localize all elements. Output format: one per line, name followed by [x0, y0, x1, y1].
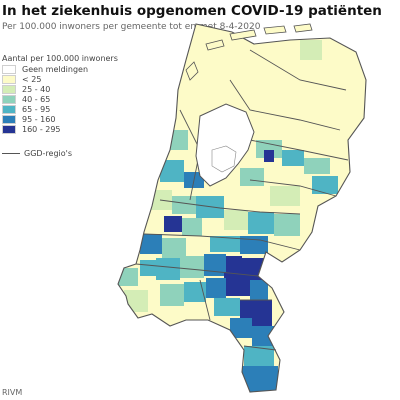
- region-hollands-midden: [146, 214, 164, 230]
- legend-label: 65 - 95: [22, 104, 51, 114]
- region-sittard: [244, 346, 274, 366]
- ggd-border-brabant-mid: [199, 279, 211, 321]
- legend-item-0: < 25: [2, 74, 118, 84]
- ijsselmeer: [195, 103, 255, 187]
- region-alphen: [164, 216, 182, 232]
- legend-swatch: [2, 124, 16, 134]
- legend-title: Aantal per 100.000 inwoners: [2, 54, 118, 63]
- island-schiermonnikoog: [293, 23, 313, 33]
- ggd-border-utrecht: [159, 199, 301, 215]
- region-weert: [230, 318, 252, 338]
- region-bergen-op-zoom: [160, 284, 184, 306]
- legend-item-3: 65 - 95: [2, 104, 118, 114]
- map-title: In het ziekenhuis opgenomen COVID-19 pat…: [2, 3, 382, 19]
- region-rotterdam: [140, 234, 162, 254]
- region-eindhoven-south: [214, 298, 240, 316]
- source-label: RIVM: [2, 388, 23, 397]
- legend-label: 25 - 40: [22, 84, 51, 94]
- legend-label: Geen meldingen: [22, 64, 89, 74]
- island-vlieland: [205, 39, 225, 51]
- legend-swatch: [2, 84, 16, 94]
- region-den-bosch: [226, 256, 242, 272]
- map-subtitle: Per 100.000 inwoners per gemeente tot en…: [2, 22, 261, 32]
- ggd-border-rivers: [143, 233, 301, 251]
- legend-swatch: [2, 64, 16, 74]
- ggd-border-ijsselland: [249, 139, 349, 161]
- markermeer: [211, 145, 237, 173]
- ggd-legend: GGD-regio's: [2, 149, 72, 158]
- region-groningen-east: [300, 40, 322, 60]
- ggd-border-limburg-south: [243, 345, 277, 351]
- region-gooi: [172, 196, 196, 214]
- ggd-border-groningen: [249, 49, 347, 91]
- region-achterhoek: [274, 214, 300, 236]
- legend-label: 95 - 160: [22, 114, 56, 124]
- region-zeeland-north: [118, 268, 138, 286]
- legend-label: < 25: [22, 74, 42, 84]
- map-regions: [118, 24, 366, 392]
- legend-item-5: 160 - 295: [2, 124, 118, 134]
- region-breda: [180, 256, 204, 278]
- region-tilburg: [204, 254, 226, 276]
- region-peel: [250, 280, 268, 300]
- region-gelderland-north: [270, 186, 300, 206]
- island-ameland: [263, 25, 287, 35]
- legend-item-2: 40 - 65: [2, 94, 118, 104]
- island-terschelling: [229, 29, 257, 41]
- region-zwolle: [264, 150, 274, 162]
- legend-item-4: 95 - 160: [2, 114, 118, 124]
- region-flevo-east: [240, 168, 264, 186]
- region-kempen: [206, 278, 226, 298]
- wadden-islands: [185, 23, 313, 81]
- legend-item-no-reports: Geen meldingen: [2, 64, 118, 74]
- ggd-legend-label: GGD-regio's: [24, 149, 73, 158]
- legend-label: 40 - 65: [22, 94, 51, 104]
- region-gouda: [182, 218, 202, 236]
- region-twente: [312, 176, 338, 194]
- region-overijssel-west: [256, 140, 282, 158]
- region-baarle: [184, 282, 206, 302]
- region-zuid-limburg: [242, 366, 278, 392]
- region-goeree: [140, 260, 158, 276]
- legend-swatch: [2, 104, 16, 114]
- legend-swatch: [2, 114, 16, 124]
- legend-label: 160 - 295: [22, 124, 61, 134]
- ggd-border-brabant-west: [135, 263, 259, 277]
- region-gelderland-west: [224, 210, 248, 230]
- legend-swatch: [2, 74, 16, 84]
- ggd-border-drenthe: [229, 79, 341, 131]
- color-legend: Aantal per 100.000 inwoners Geen melding…: [2, 54, 118, 134]
- legend-swatch: [2, 94, 16, 104]
- region-zaanstreek: [160, 160, 184, 182]
- region-overijssel-central: [282, 150, 304, 166]
- region-rivierenland: [210, 236, 240, 252]
- region-twente-north: [304, 158, 330, 174]
- region-zuid-holland-zuid: [162, 238, 186, 258]
- island-texel: [185, 61, 199, 81]
- region-west-brabant: [156, 258, 180, 280]
- region-eindhoven-north: [224, 272, 250, 296]
- country-outline: [117, 23, 367, 393]
- region-arnhem: [248, 212, 274, 234]
- ggd-border-twente: [249, 179, 337, 197]
- legend-item-1: 25 - 40: [2, 84, 118, 94]
- ggd-line-sample: [2, 153, 20, 154]
